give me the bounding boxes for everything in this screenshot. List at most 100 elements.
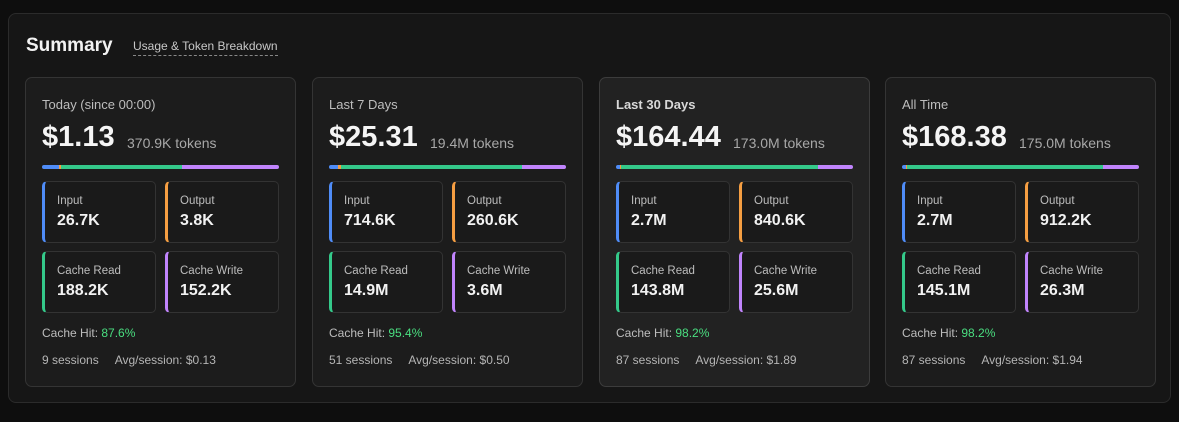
period-label: Today (since 00:00) <box>42 97 156 112</box>
period-label: Last 7 Days <box>329 97 398 112</box>
metric-box: Input 2.7M <box>902 181 1016 243</box>
metric-label: Cache Read <box>57 265 121 277</box>
token-bar <box>902 165 1139 169</box>
token-bar-segment <box>619 165 621 169</box>
metric-value: 260.6K <box>467 212 519 229</box>
card-footer: 87 sessions Avg/session: $1.94 <box>902 353 1083 367</box>
cache-hit: Cache Hit: 95.4% <box>329 326 422 340</box>
card-footer: 51 sessions Avg/session: $0.50 <box>329 353 510 367</box>
metric-box: Cache Read 188.2K <box>42 251 156 313</box>
cache-hit: Cache Hit: 87.6% <box>42 326 135 340</box>
metric-value: 2.7M <box>917 212 953 229</box>
metric-label: Cache Write <box>180 265 244 277</box>
avg-label: Avg/session: <box>114 353 183 367</box>
panel-subtitle[interactable]: Usage & Token Breakdown <box>133 39 278 56</box>
card-footer: 9 sessions Avg/session: $0.13 <box>42 353 216 367</box>
metric-label: Cache Write <box>1040 265 1104 277</box>
metric-box: Output 912.2K <box>1025 181 1139 243</box>
token-bar-segment <box>620 165 818 169</box>
avg-label: Avg/session: <box>695 353 764 367</box>
cache-hit-value: 95.4% <box>388 326 423 340</box>
token-bar-segment <box>181 165 279 169</box>
metric-box: Cache Read 145.1M <box>902 251 1016 313</box>
metric-value: 188.2K <box>57 282 109 299</box>
metric-value: 840.6K <box>754 212 806 229</box>
cache-hit-value: 98.2% <box>961 326 996 340</box>
metric-value: 912.2K <box>1040 212 1092 229</box>
metric-box: Input 2.7M <box>616 181 730 243</box>
metric-label: Cache Write <box>754 265 818 277</box>
metric-label: Output <box>467 195 502 207</box>
metric-label: Input <box>57 195 83 207</box>
metric-box: Cache Read 14.9M <box>329 251 443 313</box>
cache-hit-label: Cache Hit: <box>329 326 386 340</box>
token-bar-segment <box>1103 165 1139 169</box>
metric-label: Output <box>754 195 789 207</box>
metric-box: Cache Write 152.2K <box>165 251 279 313</box>
session-count: 87 sessions <box>616 353 680 367</box>
metric-value: 3.8K <box>180 212 214 229</box>
metric-label: Cache Read <box>917 265 981 277</box>
metric-value: 26.7K <box>57 212 100 229</box>
token-bar-segment <box>42 165 60 169</box>
token-bar-segment <box>902 165 906 169</box>
avg-label: Avg/session: <box>981 353 1050 367</box>
session-count: 9 sessions <box>42 353 99 367</box>
token-bar-segment <box>61 165 182 169</box>
token-bar <box>42 165 279 169</box>
metric-box: Input 714.6K <box>329 181 443 243</box>
token-count: 175.0M tokens <box>1019 135 1111 151</box>
cache-hit-value: 87.6% <box>101 326 136 340</box>
metric-box: Cache Write 26.3M <box>1025 251 1139 313</box>
metric-value: 14.9M <box>344 282 389 299</box>
metric-value: 143.8M <box>631 282 685 299</box>
metric-box: Output 260.6K <box>452 181 566 243</box>
cache-hit-label: Cache Hit: <box>902 326 959 340</box>
metric-value: 2.7M <box>631 212 667 229</box>
metric-box: Input 26.7K <box>42 181 156 243</box>
token-bar-segment <box>340 165 523 169</box>
total-cost: $168.38 <box>902 121 1007 153</box>
token-bar-segment <box>337 165 341 169</box>
metric-box: Output 840.6K <box>739 181 853 243</box>
cache-hit-label: Cache Hit: <box>42 326 99 340</box>
token-bar-segment <box>329 165 338 169</box>
metric-value: 714.6K <box>344 212 396 229</box>
metric-box: Cache Write 25.6M <box>739 251 853 313</box>
token-bar-segment <box>522 165 566 169</box>
avg-value: $1.94 <box>1052 353 1083 367</box>
cache-hit-value: 98.2% <box>675 326 710 340</box>
metric-label: Cache Read <box>631 265 695 277</box>
metric-box: Cache Write 3.6M <box>452 251 566 313</box>
metric-value: 25.6M <box>754 282 799 299</box>
period-label: All Time <box>902 97 949 112</box>
metric-label: Output <box>180 195 215 207</box>
metric-label: Cache Write <box>467 265 531 277</box>
token-bar-segment <box>906 165 1104 169</box>
metric-box: Cache Read 143.8M <box>616 251 730 313</box>
cache-hit-label: Cache Hit: <box>616 326 673 340</box>
period-card[interactable]: All Time $168.38 175.0M tokens Input 2.7M Out… <box>885 77 1156 387</box>
period-label: Last 30 Days <box>616 97 696 112</box>
period-card[interactable]: Last 30 Days $164.44 173.0M tokens Input 2.7… <box>599 77 870 387</box>
metric-value: 145.1M <box>917 282 971 299</box>
token-count: 19.4M tokens <box>430 135 515 151</box>
cache-hit: Cache Hit: 98.2% <box>902 326 995 340</box>
total-cost: $25.31 <box>329 121 418 153</box>
token-bar <box>329 165 566 169</box>
token-bar <box>616 165 853 169</box>
metric-value: 152.2K <box>180 282 232 299</box>
period-card[interactable]: Today (since 00:00) $1.13 370.9K tokens Inp… <box>25 77 296 387</box>
total-cost: $1.13 <box>42 121 115 153</box>
metric-label: Cache Read <box>344 265 408 277</box>
card-footer: 87 sessions Avg/session: $1.89 <box>616 353 797 367</box>
token-count: 173.0M tokens <box>733 135 825 151</box>
metric-label: Output <box>1040 195 1075 207</box>
metric-box: Output 3.8K <box>165 181 279 243</box>
period-card[interactable]: Last 7 Days $25.31 19.4M tokens Input 714.6K… <box>312 77 583 387</box>
total-cost: $164.44 <box>616 121 721 153</box>
token-bar-segment <box>817 165 853 169</box>
avg-value: $0.13 <box>185 353 216 367</box>
metric-label: Input <box>631 195 657 207</box>
